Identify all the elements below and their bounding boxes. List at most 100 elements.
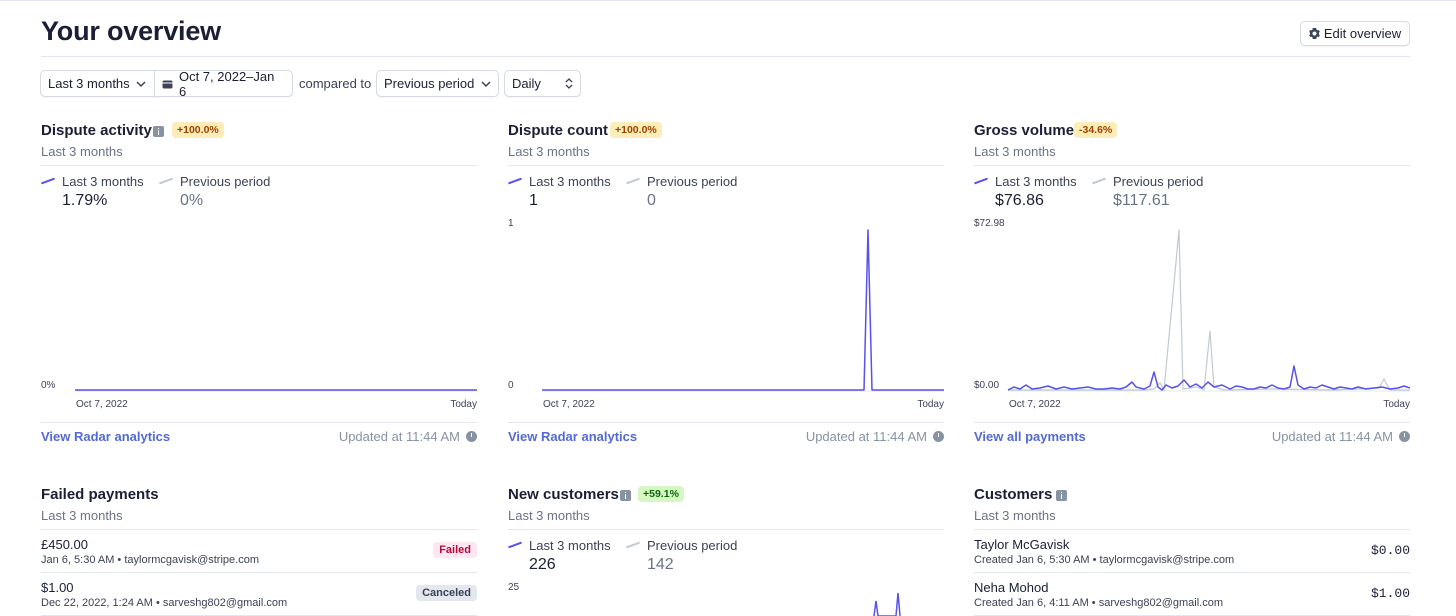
y-axis-bottom-label: 0% bbox=[41, 380, 56, 391]
dispute-activity-card: Dispute activity +100.0% Last 3 months L… bbox=[41, 122, 477, 452]
edit-overview-button[interactable]: Edit overview bbox=[1300, 21, 1410, 46]
date-range-label: Oct 7, 2022–Jan 6 bbox=[178, 68, 275, 99]
current-value: $76.86 bbox=[995, 192, 1044, 209]
y-axis-top-label: 25 bbox=[508, 582, 520, 593]
payment-row[interactable]: $1.00 Dec 22, 2022, 1:24 AM • sarveshg80… bbox=[41, 573, 477, 616]
updated-text: Updated at 11:44 AM bbox=[1271, 429, 1393, 444]
card-footer-divider bbox=[41, 422, 477, 423]
updated-status: Updated at 11:44 AM bbox=[339, 429, 477, 444]
y-axis-top-label: 1 bbox=[508, 218, 514, 229]
dispute-count-chart: 1 0 Oct 7, 2022 Today bbox=[508, 218, 944, 410]
info-icon[interactable] bbox=[153, 126, 164, 137]
x-axis-end-label: Today bbox=[450, 399, 477, 410]
card-title: Customers bbox=[974, 486, 1053, 503]
x-axis-start-label: Oct 7, 2022 bbox=[76, 399, 128, 410]
status-badge: Failed bbox=[433, 542, 477, 558]
previous-value: 142 bbox=[647, 556, 674, 573]
current-swatch bbox=[508, 541, 522, 549]
calendar-icon bbox=[162, 80, 173, 88]
title-divider bbox=[41, 56, 1410, 57]
gross-volume-card: Gross volume -34.6% Last 3 months Last 3… bbox=[974, 122, 1410, 452]
payment-meta: Dec 22, 2022, 1:24 AM • sarveshg802@gmai… bbox=[41, 597, 288, 609]
current-swatch bbox=[41, 177, 55, 185]
customer-row[interactable]: Taylor McGavisk Created Jan 6, 5:30 AM •… bbox=[974, 530, 1410, 573]
card-title: Failed payments bbox=[41, 486, 159, 503]
dispute-count-card: Dispute count +100.0% Last 3 months Last… bbox=[508, 122, 944, 452]
info-icon[interactable] bbox=[620, 490, 631, 501]
card-divider bbox=[41, 529, 477, 530]
view-radar-analytics-link[interactable]: View Radar analytics bbox=[508, 429, 638, 444]
card-title: Dispute count bbox=[508, 122, 608, 139]
change-badge: +100.0% bbox=[610, 122, 662, 138]
x-axis-end-label: Today bbox=[1383, 399, 1410, 410]
change-badge: +100.0% bbox=[172, 122, 224, 138]
customers-card: Customers Last 3 months Taylor McGavisk … bbox=[974, 486, 1410, 616]
range-select-label: Last 3 months bbox=[48, 76, 130, 91]
card-footer-divider bbox=[974, 422, 1410, 423]
chevron-down-icon bbox=[136, 80, 146, 87]
date-range-picker[interactable]: Oct 7, 2022–Jan 6 bbox=[154, 68, 293, 99]
customer-name: Taylor McGavisk bbox=[974, 537, 1070, 552]
updated-status: Updated at 11:44 AM bbox=[806, 429, 944, 444]
current-series-line bbox=[873, 592, 901, 616]
current-value: 226 bbox=[529, 556, 556, 573]
card-title: Dispute activity bbox=[41, 122, 152, 139]
current-series-line bbox=[1007, 365, 1410, 391]
payment-row[interactable]: £450.00 Jan 6, 5:30 AM • taylormcgavisk@… bbox=[41, 530, 477, 573]
previous-series-line bbox=[1008, 229, 1410, 391]
updated-text: Updated at 11:44 AM bbox=[805, 429, 927, 444]
change-badge: +59.1% bbox=[638, 486, 684, 502]
new-customers-chart: 25 bbox=[508, 582, 901, 616]
clock-icon bbox=[933, 431, 944, 442]
clock-icon bbox=[1399, 431, 1410, 442]
gross-volume-chart: $72.98 $0.00 Oct 7, 2022 Today bbox=[974, 218, 1410, 410]
clock-icon bbox=[466, 431, 477, 442]
updown-icon bbox=[565, 78, 573, 89]
card-divider bbox=[508, 165, 944, 166]
top-divider bbox=[0, 0, 1456, 1]
current-swatch bbox=[508, 177, 522, 185]
previous-swatch bbox=[626, 541, 640, 549]
legend-previous-label: Previous period bbox=[647, 174, 738, 189]
payment-meta: Jan 6, 5:30 AM • taylormcgavisk@stripe.c… bbox=[41, 554, 259, 566]
x-axis-start-label: Oct 7, 2022 bbox=[1009, 399, 1061, 410]
card-subtitle: Last 3 months bbox=[974, 144, 1056, 159]
current-value: 1.79% bbox=[62, 192, 108, 209]
view-radar-analytics-link[interactable]: View Radar analytics bbox=[41, 429, 171, 444]
legend-previous-label: Previous period bbox=[647, 538, 738, 553]
legend-current-label: Last 3 months bbox=[529, 174, 611, 189]
interval-select-label: Daily bbox=[512, 76, 541, 91]
customer-amount: $0.00 bbox=[1370, 543, 1410, 558]
info-icon[interactable] bbox=[1056, 490, 1067, 501]
card-subtitle: Last 3 months bbox=[508, 508, 590, 523]
card-subtitle: Last 3 months bbox=[41, 144, 123, 159]
x-axis-end-label: Today bbox=[917, 399, 944, 410]
dispute-activity-chart: 0% Oct 7, 2022 Today bbox=[41, 380, 477, 410]
customer-row[interactable]: Neha Mohod Created Jan 6, 4:11 AM • sarv… bbox=[974, 573, 1410, 616]
current-swatch bbox=[974, 177, 988, 185]
customer-meta: Created Jan 6, 5:30 AM • taylormcgavisk@… bbox=[974, 554, 1235, 566]
card-divider bbox=[41, 165, 477, 166]
customer-meta: Created Jan 6, 4:11 AM • sarveshg802@gma… bbox=[974, 597, 1223, 609]
range-select[interactable]: Last 3 months bbox=[40, 70, 155, 97]
gear-icon bbox=[1308, 28, 1320, 39]
card-divider bbox=[974, 165, 1410, 166]
status-badge: Canceled bbox=[416, 585, 477, 601]
customer-amount: $1.00 bbox=[1370, 586, 1410, 601]
previous-value: 0 bbox=[647, 192, 656, 209]
new-customers-card: New customers +59.1% Last 3 months Last … bbox=[508, 486, 944, 616]
edit-overview-label: Edit overview bbox=[1323, 26, 1402, 41]
comparison-select[interactable]: Previous period bbox=[376, 70, 499, 97]
card-subtitle: Last 3 months bbox=[508, 144, 590, 159]
card-footer-divider bbox=[508, 422, 944, 423]
customer-name: Neha Mohod bbox=[974, 580, 1049, 595]
current-series-line bbox=[542, 229, 944, 391]
updated-text: Updated at 11:44 AM bbox=[338, 429, 460, 444]
interval-select[interactable]: Daily bbox=[504, 70, 581, 97]
previous-value: $117.61 bbox=[1113, 192, 1170, 209]
failed-payments-card: Failed payments Last 3 months £450.00 Ja… bbox=[41, 486, 477, 616]
compared-to-label: compared to bbox=[299, 76, 372, 91]
current-value: 1 bbox=[529, 192, 538, 209]
view-all-payments-link[interactable]: View all payments bbox=[974, 429, 1086, 444]
previous-swatch bbox=[626, 177, 640, 185]
